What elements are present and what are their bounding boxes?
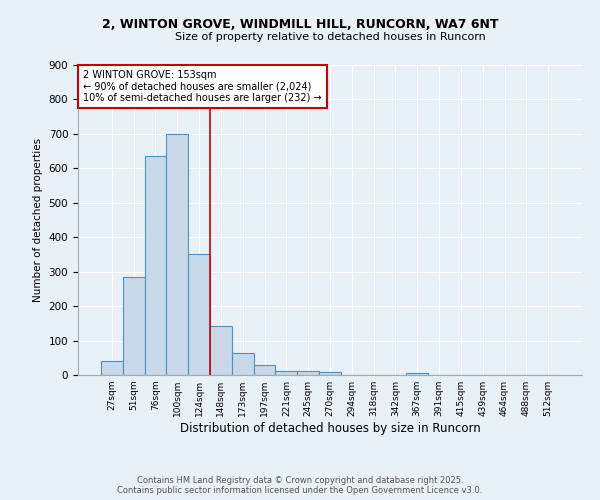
Title: Size of property relative to detached houses in Runcorn: Size of property relative to detached ho… [175, 32, 485, 42]
Text: 2, WINTON GROVE, WINDMILL HILL, RUNCORN, WA7 6NT: 2, WINTON GROVE, WINDMILL HILL, RUNCORN,… [102, 18, 498, 30]
Text: Contains HM Land Registry data © Crown copyright and database right 2025.
Contai: Contains HM Land Registry data © Crown c… [118, 476, 482, 495]
Bar [232, 352, 254, 375]
Bar [166, 134, 188, 375]
Bar [297, 371, 319, 375]
Bar [406, 372, 428, 375]
Bar [101, 360, 123, 375]
Bar [145, 156, 166, 375]
Bar [210, 326, 232, 375]
Text: 2 WINTON GROVE: 153sqm
← 90% of detached houses are smaller (2,024)
10% of semi-: 2 WINTON GROVE: 153sqm ← 90% of detached… [83, 70, 322, 103]
Bar [254, 366, 275, 375]
X-axis label: Distribution of detached houses by size in Runcorn: Distribution of detached houses by size … [179, 422, 481, 435]
Y-axis label: Number of detached properties: Number of detached properties [33, 138, 43, 302]
Bar [188, 254, 210, 375]
Bar [275, 371, 297, 375]
Bar [123, 277, 145, 375]
Bar [319, 372, 341, 375]
